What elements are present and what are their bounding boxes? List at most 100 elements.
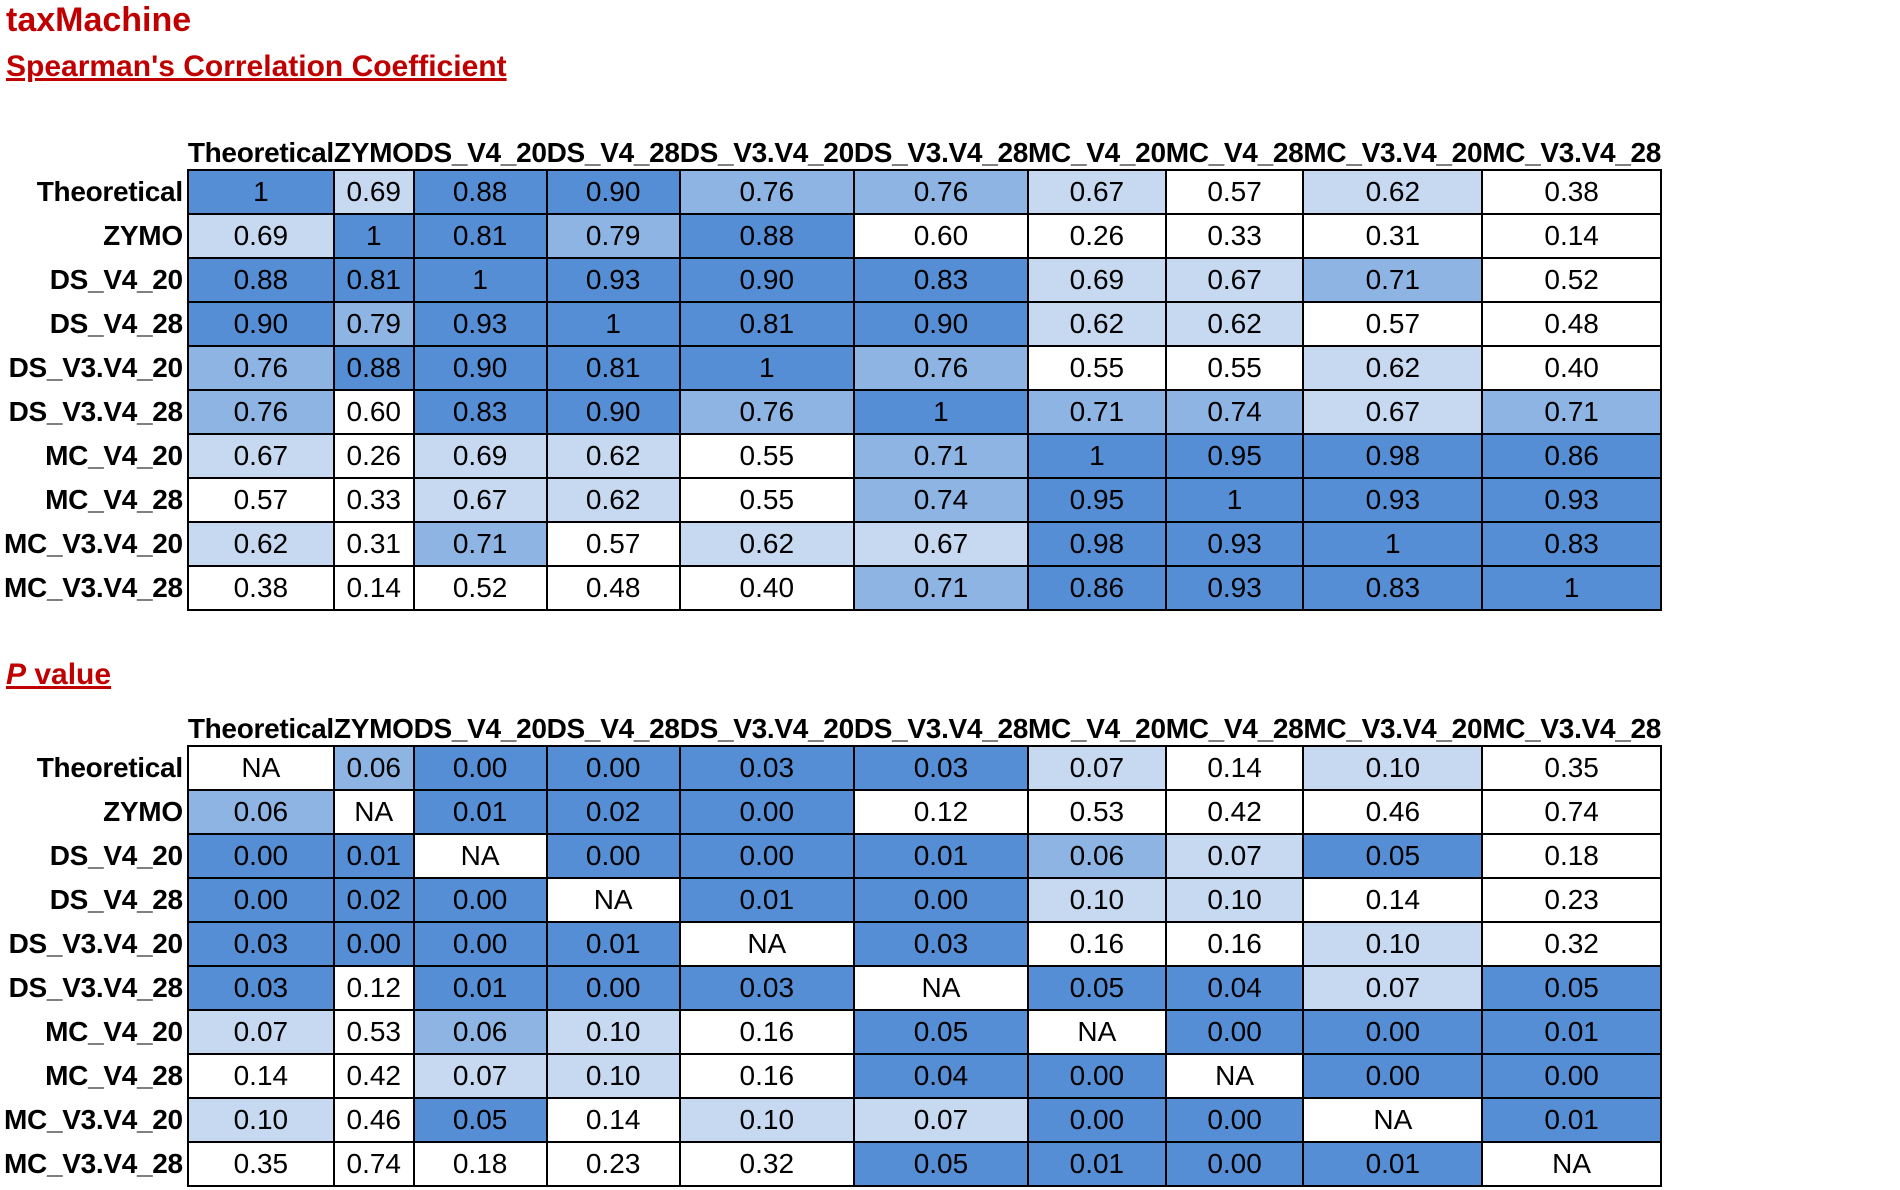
heatmap-cell: 0.93 — [1164, 521, 1305, 567]
heatmap-cell: 0.74 — [852, 477, 1030, 523]
heatmap-cell: 0.40 — [678, 565, 855, 611]
row-header: MC_V3.V4_28 — [4, 572, 183, 603]
table-row: DS_V4_20 0.88 0.81 1 0.93 0.90 0.83 0.69 0.67 0.7… — [4, 257, 1663, 303]
heatmap-cell: 0.10 — [1302, 745, 1484, 791]
column-header: MC_V3.V4_20 — [1303, 137, 1483, 168]
heatmap-cell: NA — [332, 789, 415, 835]
heatmap-cell: 0.93 — [1481, 477, 1663, 523]
pvalue-matrix: Theoretical ZYMO DS_V4_20 DS_V4_28 DS_V3.V4_… — [4, 700, 1663, 1187]
heatmap-cell: 0.06 — [412, 1009, 548, 1055]
heatmap-cell: 0.06 — [1027, 833, 1167, 879]
heatmap-cell: 0.69 — [186, 213, 335, 259]
row-header: ZYMO — [103, 796, 183, 827]
row-header: MC_V4_20 — [45, 440, 183, 471]
heatmap-cell: 0.01 — [332, 833, 415, 879]
heatmap-cell: 0.76 — [678, 169, 855, 215]
heatmap-cell: 0.55 — [678, 433, 855, 479]
heatmap-cell: 0.93 — [1302, 477, 1484, 523]
heatmap-cell: 0.23 — [545, 1141, 681, 1187]
heatmap-cell: 0.00 — [412, 745, 548, 791]
heatmap-cell: 0.52 — [412, 565, 548, 611]
heatmap-cell: 0.67 — [1302, 389, 1484, 435]
heatmap-cell: 0.60 — [852, 213, 1030, 259]
heatmap-cell: 0.10 — [1027, 877, 1167, 923]
heatmap-cell: 0.53 — [332, 1009, 415, 1055]
heatmap-cell: 0.01 — [412, 789, 548, 835]
table-row: Theoretical NA 0.06 0.00 0.00 0.03 0.03 0.07 0.1… — [4, 745, 1663, 791]
heatmap-cell: 0.62 — [1027, 301, 1167, 347]
heatmap-cell: 0.06 — [186, 789, 335, 835]
row-header: MC_V4_20 — [45, 1016, 183, 1047]
heatmap-cell: 0.83 — [1481, 521, 1663, 567]
heatmap-cell: 0.23 — [1481, 877, 1663, 923]
column-header: MC_V4_20 — [1028, 713, 1166, 744]
heatmap-cell: 0.26 — [332, 433, 415, 479]
heatmap-cell: 0.16 — [1027, 921, 1167, 967]
heatmap-cell: 0.03 — [186, 965, 335, 1011]
heatmap-cell: 0.00 — [1164, 1009, 1305, 1055]
heatmap-cell: 0.55 — [1164, 345, 1305, 391]
heatmap-cell: NA — [1481, 1141, 1663, 1187]
heatmap-cell: 1 — [545, 301, 681, 347]
heatmap-cell: 0.76 — [852, 169, 1030, 215]
row-header: MC_V4_28 — [45, 484, 183, 515]
heatmap-cell: 0.02 — [545, 789, 681, 835]
heatmap-cell: 0.86 — [1027, 565, 1167, 611]
column-header: MC_V3.V4_28 — [1482, 713, 1662, 744]
heatmap-cell: 0.07 — [1164, 833, 1305, 879]
heatmap-cell: 0.38 — [186, 565, 335, 611]
heatmap-cell: 0.10 — [186, 1097, 335, 1143]
column-header: ZYMO — [333, 137, 414, 168]
heatmap-cell: 0.90 — [412, 345, 548, 391]
heatmap-cell: 0.81 — [545, 345, 681, 391]
heatmap-cell: NA — [545, 877, 681, 923]
heatmap-cell: 0.10 — [545, 1053, 681, 1099]
column-header: Theoretical — [187, 137, 334, 168]
heatmap-cell: 1 — [332, 213, 415, 259]
heatmap-cell: 0.62 — [1302, 345, 1484, 391]
heatmap-cell: 0.05 — [1481, 965, 1663, 1011]
row-header: Theoretical — [36, 752, 183, 783]
heatmap-cell: 1 — [852, 389, 1030, 435]
heatmap-cell: 0.46 — [332, 1097, 415, 1143]
heatmap-cell: 0.88 — [332, 345, 415, 391]
table-row: DS_V4_20 0.00 0.01 NA 0.00 0.00 0.01 0.06 0.07 0.… — [4, 833, 1663, 879]
heatmap-cell: 0.71 — [852, 565, 1030, 611]
heatmap-cell: 0.67 — [412, 477, 548, 523]
heatmap-cell: 1 — [186, 169, 335, 215]
heatmap-cell: 0.05 — [1302, 833, 1484, 879]
table-row: MC_V4_28 0.57 0.33 0.67 0.62 0.55 0.74 0.95 1 0.9… — [4, 477, 1663, 523]
heatmap-cell: 0.62 — [678, 521, 855, 567]
heatmap-cell: 0.57 — [1302, 301, 1484, 347]
heatmap-cell: 0.95 — [1027, 477, 1167, 523]
heatmap-cell: 0.06 — [332, 745, 415, 791]
heatmap-cell: 0.74 — [1164, 389, 1305, 435]
heatmap-cell: 0.03 — [852, 921, 1030, 967]
heatmap-cell: 0.76 — [186, 389, 335, 435]
heatmap-cell: 0.35 — [186, 1141, 335, 1187]
heatmap-cell: 0.35 — [1481, 745, 1663, 791]
heatmap-cell: 0.00 — [545, 745, 681, 791]
table-row: DS_V4_28 0.90 0.79 0.93 1 0.81 0.90 0.62 0.62 0.5… — [4, 301, 1663, 347]
heatmap-cell: 0.83 — [852, 257, 1030, 303]
heatmap-cell: 0.76 — [852, 345, 1030, 391]
heatmap-cell: 0.95 — [1164, 433, 1305, 479]
heatmap-cell: 0.02 — [332, 877, 415, 923]
heatmap-cell: 1 — [1481, 565, 1663, 611]
correlation-matrix: Theoretical ZYMO DS_V4_20 DS_V4_28 DS_V3.V4_… — [4, 124, 1663, 611]
heatmap-cell: 0.93 — [545, 257, 681, 303]
heatmap-cell: 0.42 — [1164, 789, 1305, 835]
row-header: MC_V3.V4_20 — [4, 528, 183, 559]
heatmap-cell: 0.67 — [852, 521, 1030, 567]
heatmap-cell: 0.55 — [1027, 345, 1167, 391]
heatmap-cell: 0.18 — [1481, 833, 1663, 879]
heatmap-cell: 0.26 — [1027, 213, 1167, 259]
heatmap-cell: 0.00 — [1027, 1097, 1167, 1143]
heatmap-cell: 0.33 — [332, 477, 415, 523]
heatmap-cell: 0.79 — [545, 213, 681, 259]
heatmap-cell: 0.40 — [1481, 345, 1663, 391]
heatmap-cell: 0.14 — [1481, 213, 1663, 259]
table-row: DS_V3.V4_20 0.03 0.00 0.00 0.01 NA 0.03 0.16 0.1… — [4, 921, 1663, 967]
row-header: DS_V4_20 — [49, 840, 183, 871]
heatmap-cell: 0.62 — [1164, 301, 1305, 347]
